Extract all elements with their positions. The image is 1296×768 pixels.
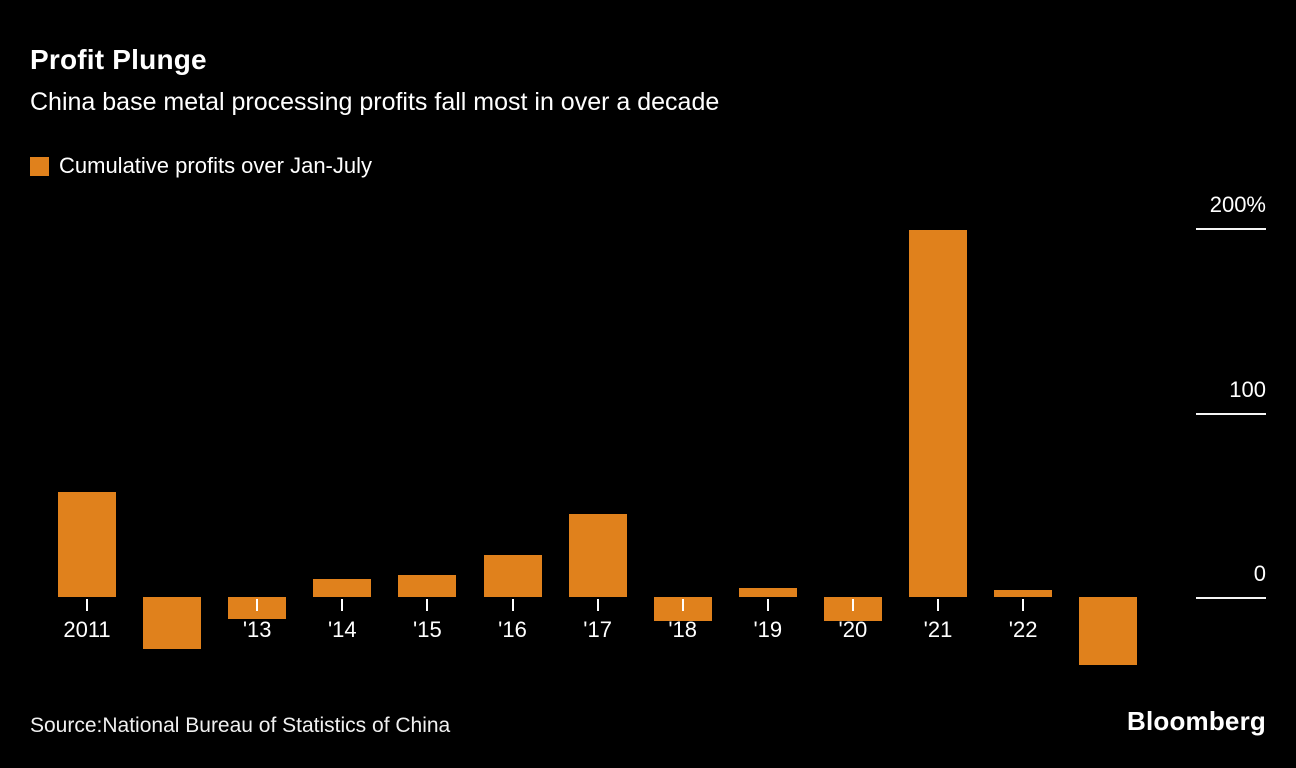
x-axis-label: '17 <box>583 617 612 642</box>
bar <box>58 491 116 597</box>
y-axis-label: 0 <box>1253 561 1266 586</box>
x-axis-tick <box>426 599 429 611</box>
x-axis-tick <box>341 599 344 611</box>
x-axis-label: 2011 <box>63 617 111 642</box>
x-axis-tick <box>86 599 88 611</box>
y-axis-label: 100 <box>1229 376 1266 402</box>
x-axis-tick <box>851 599 854 611</box>
x-axis-label: '22 <box>1008 617 1038 642</box>
bar <box>398 574 457 597</box>
y-axis-label: 200% <box>1209 192 1266 217</box>
chart-subtitle: China base metal processing profits fall… <box>30 88 720 116</box>
bar <box>483 554 542 597</box>
legend: Cumulative profits over Jan-July <box>30 153 372 179</box>
x-axis-label: '16 <box>498 617 527 642</box>
x-axis-tick <box>766 599 769 611</box>
x-axis-tick <box>681 599 684 611</box>
x-axis-label: '20 <box>838 617 868 642</box>
bar <box>738 587 797 597</box>
x-axis-label: '14 <box>327 617 357 642</box>
x-axis-tick <box>256 599 259 611</box>
x-axis-label: '15 <box>413 617 442 642</box>
y-axis-gridline-stub <box>1196 597 1266 599</box>
bar <box>994 589 1053 597</box>
x-axis-label: '18 <box>668 617 698 642</box>
bar <box>313 578 372 597</box>
bar <box>143 597 202 649</box>
legend-label: Cumulative profits over Jan-July <box>59 153 373 178</box>
legend-swatch-icon <box>30 156 49 176</box>
y-axis-gridline-stub <box>1196 412 1266 415</box>
bloomberg-logo: Bloomberg <box>1126 706 1266 736</box>
x-axis-label: '19 <box>753 617 783 642</box>
bar <box>568 513 627 597</box>
x-axis-tick <box>1022 599 1025 611</box>
x-axis-tick <box>596 599 599 611</box>
x-axis-label: '13 <box>242 617 272 642</box>
x-axis-tick <box>937 599 939 611</box>
x-axis-tick <box>511 599 514 611</box>
y-axis-gridline-stub <box>1196 228 1266 230</box>
x-axis-label: '21 <box>923 617 953 642</box>
source-note: Source:National Bureau of Statistics of … <box>30 714 451 737</box>
chart-title: Profit Plunge <box>30 44 207 75</box>
bar <box>1079 597 1138 666</box>
bar <box>909 229 967 597</box>
